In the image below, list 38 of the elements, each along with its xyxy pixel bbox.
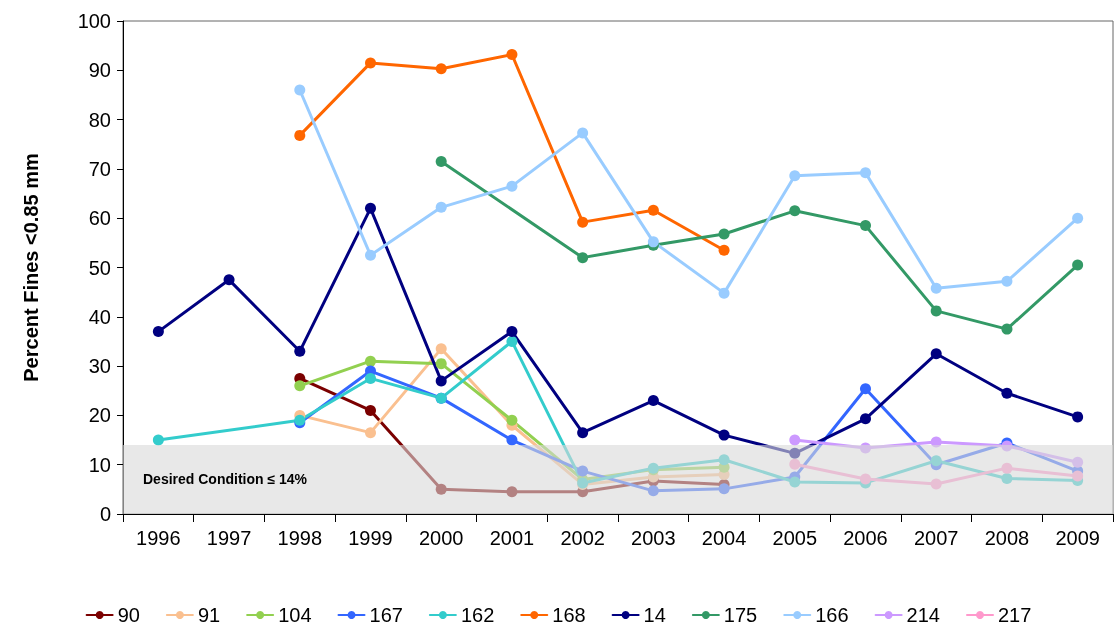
legend-label: 104 xyxy=(278,604,312,626)
y-tick-label: 80 xyxy=(88,108,111,131)
y-tick-label: 100 xyxy=(77,10,111,32)
x-tick-label: 1996 xyxy=(136,527,181,549)
x-tick-label: 2009 xyxy=(1055,527,1100,549)
legend-label: 14 xyxy=(643,604,666,626)
legend-label: 90 xyxy=(117,604,140,626)
y-tick-label: 70 xyxy=(88,157,111,180)
y-tick-label: 50 xyxy=(88,256,111,279)
legend-label: 214 xyxy=(906,604,940,626)
legend-label: 166 xyxy=(815,604,849,626)
x-tick-label: 2002 xyxy=(560,527,605,549)
x-tick-label: 2006 xyxy=(843,527,888,549)
band-label: Desired Condition ≤ 14% xyxy=(143,471,308,488)
y-tick-label: 40 xyxy=(88,305,111,328)
x-tick-label: 2003 xyxy=(631,527,676,549)
y-tick-label: 0 xyxy=(99,503,111,525)
legend-label: 167 xyxy=(369,604,403,626)
x-tick-label: 2004 xyxy=(701,527,747,549)
y-tick-label: 90 xyxy=(88,59,111,82)
y-tick-label: 10 xyxy=(88,453,111,476)
legend-label: 91 xyxy=(197,604,221,626)
x-tick-label: 2007 xyxy=(913,527,959,549)
x-tick-label: 2005 xyxy=(772,527,818,549)
legend-label: 175 xyxy=(723,604,758,626)
x-tick-label: 1999 xyxy=(348,527,393,549)
x-tick-label: 2001 xyxy=(489,527,535,549)
x-tick-label: 1997 xyxy=(206,527,252,549)
x-tick-label: 2008 xyxy=(984,527,1030,549)
y-tick-label: 20 xyxy=(88,404,111,427)
legend-label: 217 xyxy=(997,604,1032,626)
y-tick-label: 60 xyxy=(88,207,111,230)
x-tick-label: 2000 xyxy=(418,527,464,549)
x-tick-label: 1998 xyxy=(277,527,323,549)
y-tick-label: 30 xyxy=(88,355,111,378)
legend-label: 162 xyxy=(460,604,495,626)
y-axis-title: Percent Fines <0.85 mm xyxy=(20,153,42,382)
legend-label: 168 xyxy=(552,604,586,626)
